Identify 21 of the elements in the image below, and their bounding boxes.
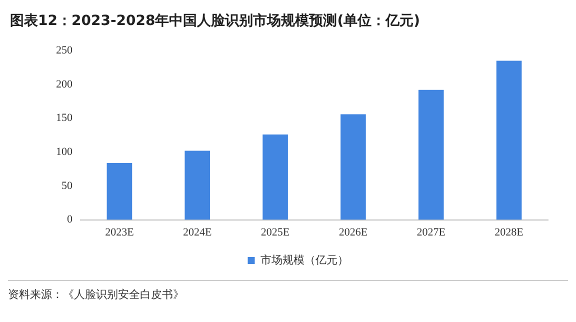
x-tick-label: 2027E (416, 226, 446, 238)
x-tick-label: 2025E (260, 226, 290, 238)
x-tick-label: 2026E (338, 226, 368, 238)
y-tick-label: 200 (56, 78, 73, 90)
x-tick-label: 2028E (494, 226, 524, 238)
x-tick-label: 2024E (183, 226, 212, 238)
bar (340, 114, 366, 220)
bar (418, 90, 444, 220)
y-tick-label: 0 (67, 214, 73, 226)
x-tick-label: 2023E (105, 226, 134, 238)
y-tick-label: 50 (62, 180, 73, 192)
y-tick-label: 100 (56, 146, 73, 158)
chart-title: 图表12：2023-2028年中国人脸识别市场规模预测(单位：亿元) (9, 12, 422, 31)
y-tick-label: 150 (56, 112, 73, 124)
bar (106, 162, 132, 220)
y-tick-label: 250 (56, 44, 73, 56)
bar (184, 150, 210, 220)
text: 资料来源：《人脸识别安全白皮书》 (8, 287, 185, 302)
bar (496, 60, 522, 220)
legend-label: 市场规模（亿元） (260, 253, 348, 266)
bar (262, 134, 288, 220)
